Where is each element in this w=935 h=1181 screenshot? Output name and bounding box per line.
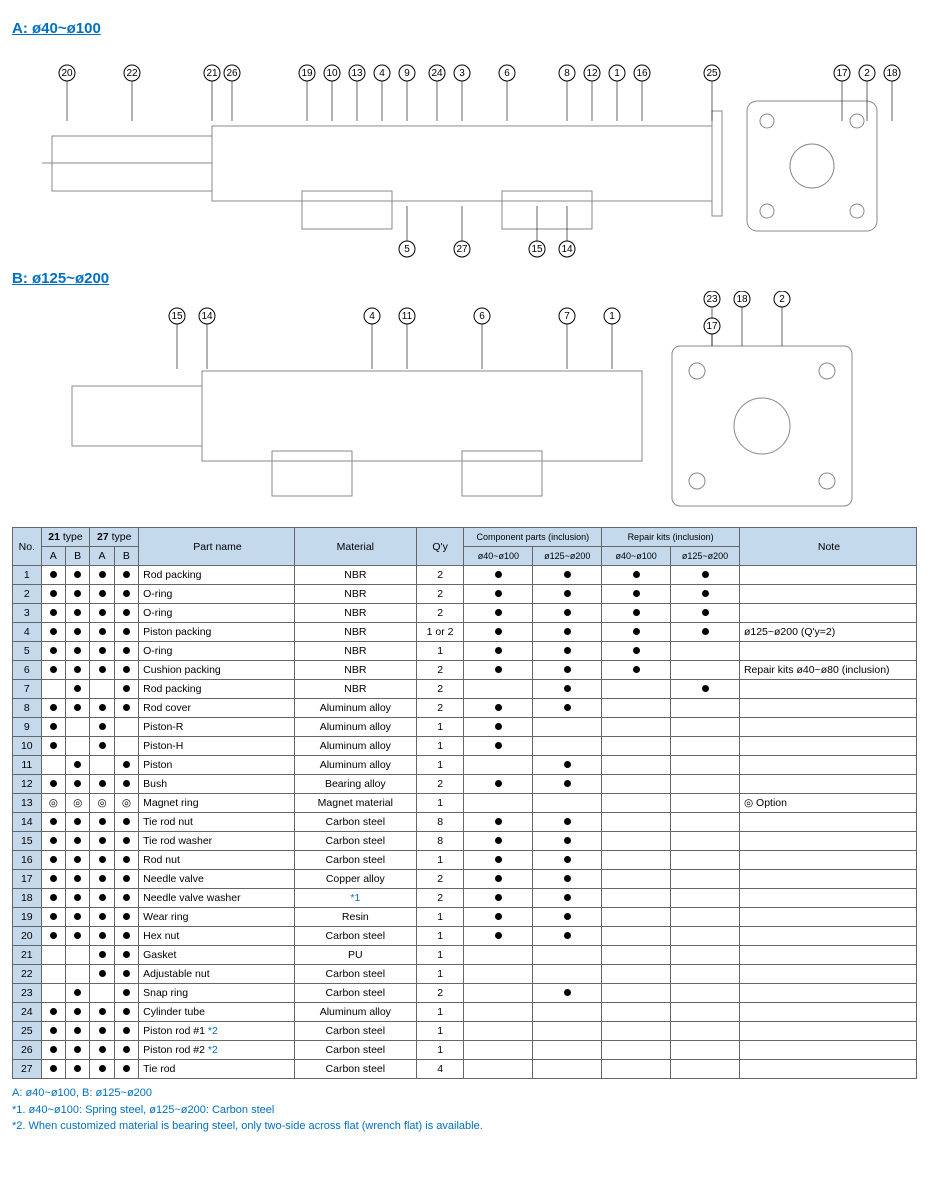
th-21type: 21 21 typetype (41, 528, 90, 547)
svg-text:2: 2 (779, 294, 785, 305)
table-row: 23Snap ringCarbon steel2 (13, 984, 917, 1003)
footnote-2: *2. When customized material is bearing … (12, 1118, 923, 1135)
th-k2: ø125~ø200 (671, 547, 740, 566)
th-c1: ø40~ø100 (464, 547, 533, 566)
table-row: 1Rod packingNBR2 (13, 566, 917, 585)
footnote-1: *1. ø40~ø100: Spring steel, ø125~ø200: C… (12, 1102, 923, 1119)
table-row: 21GasketPU1 (13, 946, 917, 965)
th-mat: Material (294, 528, 416, 566)
svg-text:6: 6 (479, 311, 485, 322)
th-27b: B (114, 547, 138, 566)
svg-text:5: 5 (404, 244, 410, 255)
svg-text:9: 9 (404, 68, 410, 79)
table-row: 8Rod coverAluminum alloy2 (13, 699, 917, 718)
table-row: 19Wear ringResin1 (13, 908, 917, 927)
svg-text:18: 18 (736, 294, 748, 305)
table-row: 11PistonAluminum alloy1 (13, 756, 917, 775)
svg-text:27: 27 (456, 244, 468, 255)
svg-text:23: 23 (706, 294, 718, 305)
svg-text:10: 10 (326, 68, 338, 79)
svg-text:3: 3 (459, 68, 465, 79)
table-row: 13◎◎◎◎Magnet ringMagnet material1◎ Optio… (13, 794, 917, 813)
section-b-title: B: ø125~ø200 (12, 270, 923, 287)
svg-text:4: 4 (379, 68, 385, 79)
table-row: 10Piston-HAluminum alloy1 (13, 737, 917, 756)
table-row: 17Needle valveCopper alloy2 (13, 870, 917, 889)
svg-text:17: 17 (836, 68, 848, 79)
svg-text:25: 25 (706, 68, 718, 79)
footnotes: A: ø40~ø100, B: ø125~ø200 *1. ø40~ø100: … (12, 1085, 923, 1135)
svg-text:8: 8 (564, 68, 570, 79)
diagram-a: 20 22 21 26 19 10 13 4 9 24 3 6 8 12 1 16 25 17 2 18 5 27 15 14 (12, 41, 912, 262)
svg-text:16: 16 (636, 68, 648, 79)
th-21b: B (65, 547, 89, 566)
th-27a: A (90, 547, 114, 566)
table-row: 16Rod nutCarbon steel1 (13, 851, 917, 870)
table-row: 5O-ringNBR1 (13, 642, 917, 661)
table-row: 26Piston rod #2 *2Carbon steel1 (13, 1041, 917, 1060)
svg-text:11: 11 (402, 311, 413, 322)
th-comp: Component parts (inclusion) (464, 528, 602, 547)
table-row: 4Piston packingNBR1 or 2ø125~ø200 (Q'y=2… (13, 623, 917, 642)
svg-text:24: 24 (431, 68, 443, 79)
table-row: 18Needle valve washer*12 (13, 889, 917, 908)
th-21a: A (41, 547, 65, 566)
table-row: 24Cylinder tubeAluminum alloy1 (13, 1003, 917, 1022)
svg-text:22: 22 (126, 68, 138, 79)
table-row: 14Tie rod nutCarbon steel8 (13, 813, 917, 832)
th-rep: Repair kits (inclusion) (602, 528, 740, 547)
svg-text:12: 12 (586, 68, 598, 79)
table-row: 2O-ringNBR2 (13, 585, 917, 604)
table-row: 22Adjustable nutCarbon steel1 (13, 965, 917, 984)
th-k1: ø40~ø100 (602, 547, 671, 566)
svg-text:15: 15 (531, 244, 543, 255)
th-27type: 27 type (90, 528, 139, 547)
table-row: 12BushBearing alloy2 (13, 775, 917, 794)
svg-text:20: 20 (61, 68, 73, 79)
diagram-b: 15 14 4 11 6 7 1 23 18 2 17 (12, 291, 912, 519)
section-a-title: A: ø40~ø100 (12, 20, 923, 37)
svg-text:4: 4 (369, 311, 375, 322)
svg-text:17: 17 (706, 321, 718, 332)
th-no: No. (13, 528, 42, 566)
svg-text:15: 15 (171, 311, 183, 322)
footnote-ab: A: ø40~ø100, B: ø125~ø200 (12, 1085, 923, 1102)
table-row: 7Rod packingNBR2 (13, 680, 917, 699)
svg-text:26: 26 (226, 68, 238, 79)
parts-table: No. 21 21 typetype 27 type Part name Mat… (12, 527, 917, 1079)
th-note: Note (739, 528, 916, 566)
table-row: 6Cushion packingNBR2Repair kits ø40~ø80 … (13, 661, 917, 680)
svg-text:18: 18 (886, 68, 898, 79)
th-c2: ø125~ø200 (533, 547, 602, 566)
svg-text:14: 14 (561, 244, 573, 255)
table-row: 9Piston-RAluminum alloy1 (13, 718, 917, 737)
svg-text:1: 1 (609, 311, 615, 322)
svg-text:14: 14 (201, 311, 213, 322)
svg-text:2: 2 (864, 68, 870, 79)
svg-text:7: 7 (564, 311, 570, 322)
table-row: 15Tie rod washerCarbon steel8 (13, 832, 917, 851)
svg-text:19: 19 (301, 68, 313, 79)
table-row: 20Hex nutCarbon steel1 (13, 927, 917, 946)
th-part: Part name (139, 528, 295, 566)
table-row: 27Tie rodCarbon steel4 (13, 1060, 917, 1079)
svg-text:13: 13 (351, 68, 363, 79)
table-row: 25Piston rod #1 *2Carbon steel1 (13, 1022, 917, 1041)
th-qy: Q'y (416, 528, 464, 566)
svg-text:1: 1 (614, 68, 620, 79)
table-row: 3O-ringNBR2 (13, 604, 917, 623)
svg-text:21: 21 (206, 68, 218, 79)
svg-text:6: 6 (504, 68, 510, 79)
